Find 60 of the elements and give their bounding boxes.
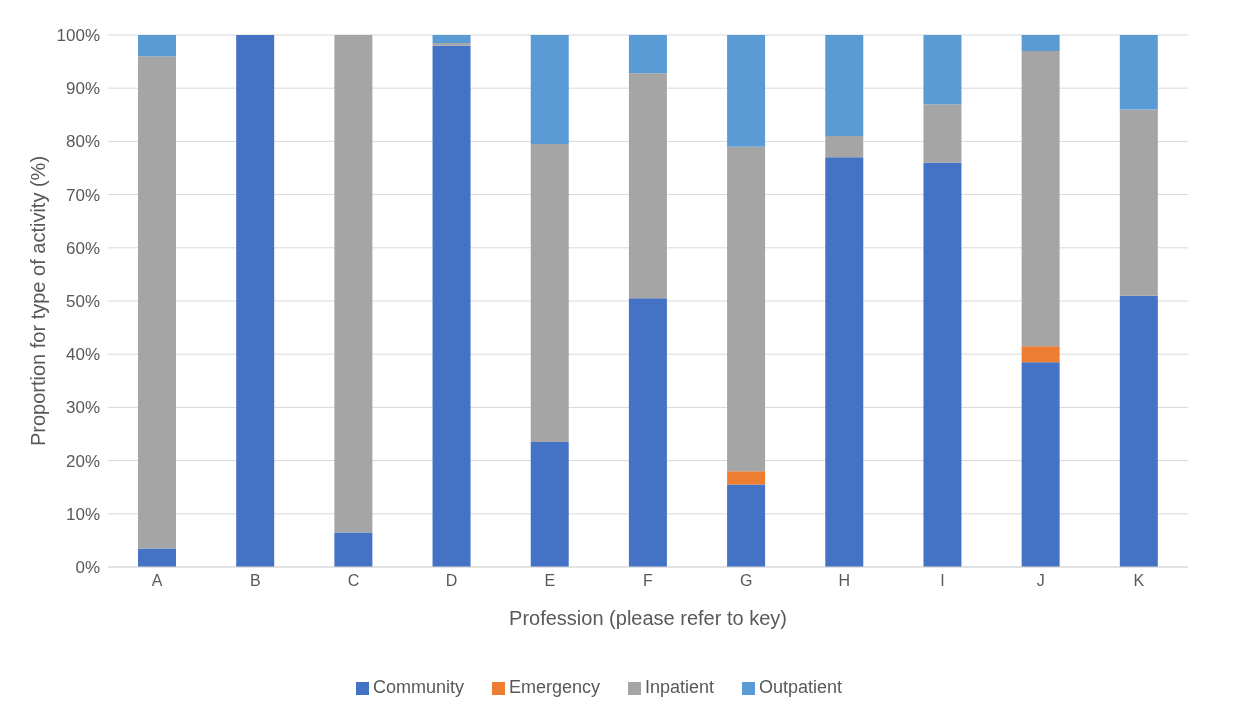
bar — [923, 162, 962, 567]
bar — [236, 35, 275, 567]
bar — [138, 548, 176, 567]
x-tick-label: H — [838, 572, 851, 590]
y-tick-label: 80% — [65, 132, 100, 152]
bar — [825, 136, 864, 158]
y-tick-label: 100% — [56, 26, 100, 46]
x-tick-label: A — [151, 572, 163, 590]
x-tick-label: B — [249, 572, 261, 590]
bar — [1119, 35, 1158, 110]
bar — [1021, 362, 1060, 567]
x-tick-label: I — [940, 572, 945, 590]
bar — [432, 42, 471, 46]
y-tick-label: 10% — [65, 504, 100, 524]
bar — [1021, 35, 1060, 51]
bar — [825, 157, 864, 567]
legend-label: Inpatient — [644, 677, 715, 697]
bar — [432, 45, 471, 567]
x-tick-label: K — [1133, 572, 1145, 590]
bar — [1021, 346, 1060, 363]
bar — [923, 104, 962, 163]
bar — [727, 146, 766, 472]
bar — [923, 35, 962, 105]
bar — [432, 35, 471, 43]
y-tick-label: 40% — [65, 345, 100, 365]
bar — [138, 35, 176, 57]
y-tick-label: 50% — [65, 292, 100, 312]
bar — [628, 35, 667, 74]
bar — [727, 471, 766, 485]
legend-label: Outpatient — [759, 677, 843, 697]
bar — [530, 441, 569, 567]
bar — [138, 56, 176, 549]
bar — [334, 532, 373, 567]
x-tick-label: E — [544, 572, 556, 590]
y-tick-label: 90% — [65, 79, 100, 99]
bar — [825, 35, 864, 137]
bar — [628, 298, 667, 567]
x-tick-label: F — [643, 572, 654, 590]
bar — [530, 144, 569, 442]
bar — [334, 35, 373, 533]
legend-label: Community — [372, 677, 464, 697]
legend-label: Emergency — [508, 677, 600, 697]
y-tick-label: 60% — [65, 238, 100, 258]
y-tick-label: 30% — [65, 398, 100, 418]
bar — [1119, 295, 1158, 567]
x-axis-title: Profession (please refer to key) — [509, 607, 787, 629]
y-axis-title: Proportion for type of activity (%) — [27, 155, 50, 447]
x-tick-label: J — [1036, 572, 1045, 590]
bar — [530, 35, 569, 145]
bar — [727, 484, 766, 567]
y-tick-label: 20% — [65, 451, 100, 471]
y-tick-label: 70% — [65, 185, 100, 205]
y-tick-label: 0% — [75, 558, 100, 578]
x-tick-label: C — [347, 572, 360, 590]
bar — [628, 73, 667, 299]
bar — [1119, 109, 1158, 296]
bar — [1021, 50, 1060, 347]
x-tick-label: G — [739, 572, 753, 590]
x-tick-label: D — [445, 572, 458, 590]
bar — [727, 35, 766, 147]
